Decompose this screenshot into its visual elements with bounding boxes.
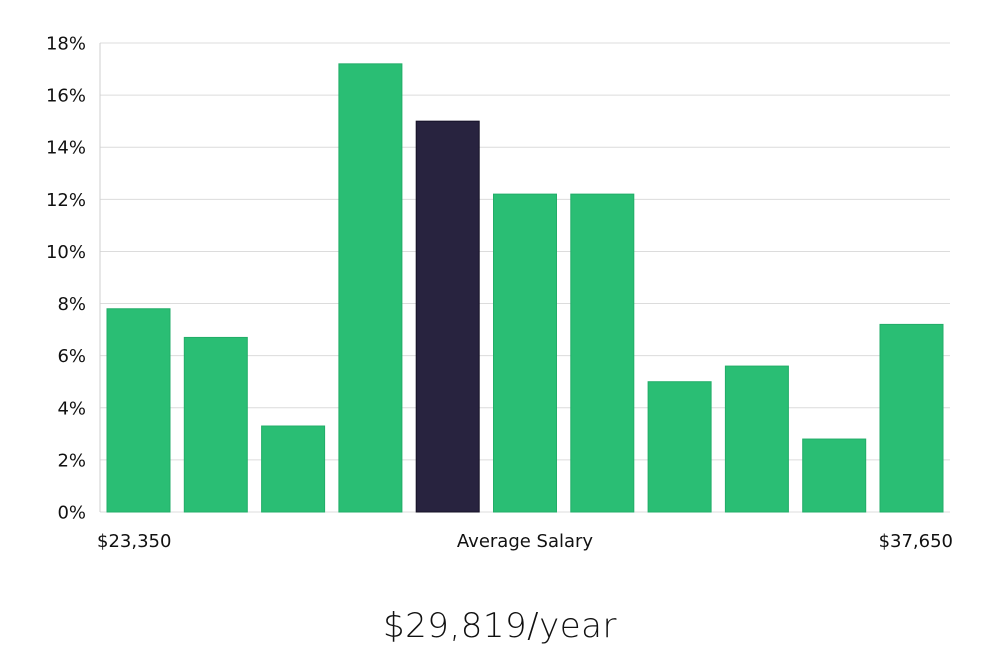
y-tick-label: 10%	[46, 242, 86, 263]
bars	[106, 63, 944, 513]
bar	[570, 193, 635, 513]
x-label-average-salary: Average Salary	[457, 531, 594, 552]
x-label-min-salary: $23,350	[97, 531, 171, 552]
bar	[338, 63, 403, 513]
bar	[802, 438, 867, 513]
y-tick-label: 8%	[57, 294, 86, 315]
bar	[183, 336, 248, 513]
average-salary-value: $29,819/year	[383, 606, 617, 646]
salary-histogram-chart: 0% 2% 4% 6% 8% 10% 12% 14% 16% 18% $23,350 Averag…	[46, 34, 953, 553]
bar	[647, 381, 712, 513]
bar	[106, 308, 171, 513]
x-label-max-salary: $37,650	[879, 531, 953, 552]
bar	[493, 193, 557, 513]
y-tick-label: 14%	[46, 138, 86, 159]
y-tick-label: 12%	[46, 190, 86, 211]
y-tick-label: 4%	[57, 398, 86, 419]
y-tick-label: 6%	[57, 346, 86, 367]
y-tick-label: 2%	[57, 450, 86, 471]
y-tick-label: 18%	[46, 34, 86, 55]
y-tick-label: 0%	[57, 503, 86, 524]
bar-average-salary	[415, 120, 480, 513]
bar	[261, 425, 326, 513]
bar	[724, 365, 789, 513]
bar	[879, 323, 944, 513]
y-axis-tick-labels: 0% 2% 4% 6% 8% 10% 12% 14% 16% 18%	[46, 34, 86, 524]
y-tick-label: 16%	[46, 86, 86, 107]
